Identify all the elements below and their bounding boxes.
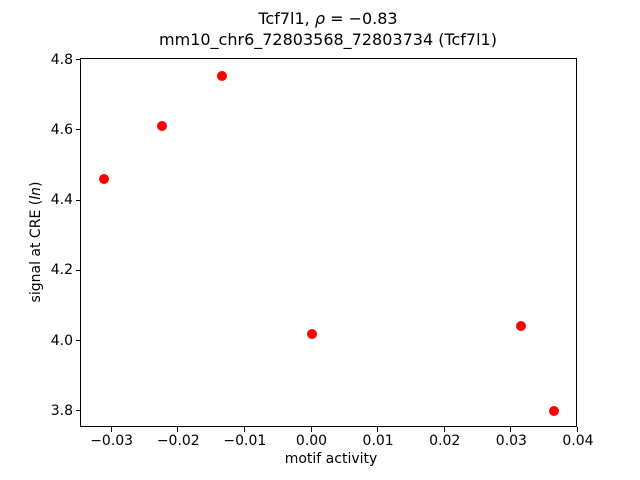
chart-title: Tcf7l1, ρ = −0.83 mm10_chr6_72803568_728… (159, 8, 497, 50)
x-tick-label: −0.01 (223, 433, 267, 449)
x-tick-mark (377, 427, 379, 432)
data-point (516, 320, 527, 331)
x-tick-mark (110, 427, 112, 432)
x-tick-mark (443, 427, 445, 432)
data-point (99, 174, 110, 185)
y-tick-label: 4.0 (50, 332, 73, 349)
x-tick-label: 0.03 (495, 433, 527, 449)
data-point (306, 329, 317, 340)
x-tick-mark (177, 427, 179, 432)
x-tick-mark (310, 427, 312, 432)
x-tick-label: −0.03 (90, 433, 134, 449)
title-rho-symbol: ρ (314, 9, 325, 28)
plot-area: −0.03 −0.02 −0.01 0.00 0.01 0.02 0.03 0.04 3.8 4.… (51, 52, 594, 450)
y-tick-mark (76, 199, 81, 201)
y-tick-mark (76, 59, 81, 60)
x-tick-label: 0.04 (562, 433, 594, 449)
data-point (156, 120, 167, 131)
y-tick-label: 3.8 (50, 402, 73, 419)
x-tick-label: 0.02 (429, 433, 461, 449)
y-tick-label: 4.6 (50, 121, 73, 138)
y-axis-label: signal at CRE (ln) (28, 181, 44, 303)
y-tick-mark (76, 410, 81, 412)
chart-title-line2: mm10_chr6_72803568_72803734 (Tcf7l1) (159, 30, 497, 49)
x-axis-label: motif activity (284, 451, 378, 467)
y-tick-mark (76, 129, 81, 131)
data-point (549, 406, 560, 417)
x-tick-label: 0.00 (295, 433, 328, 449)
x-tick-mark (577, 427, 578, 432)
y-tick-mark (76, 340, 81, 342)
y-tick-label: 4.4 (50, 192, 73, 209)
x-tick-mark (243, 427, 245, 432)
chart-title-line1: Tcf7l1, ρ = −0.83 (159, 8, 497, 29)
title-gene: Tcf7l1, (258, 9, 315, 28)
title-rho-value: = −0.83 (325, 9, 398, 28)
y-tick-mark (76, 269, 81, 271)
x-tick-label: −0.02 (156, 433, 200, 449)
x-tick-label: 0.01 (362, 433, 394, 449)
y-tick-label: 4.8 (50, 51, 73, 68)
y-tick-label: 4.2 (50, 262, 73, 279)
x-tick-mark (510, 427, 512, 432)
data-point (216, 70, 227, 81)
